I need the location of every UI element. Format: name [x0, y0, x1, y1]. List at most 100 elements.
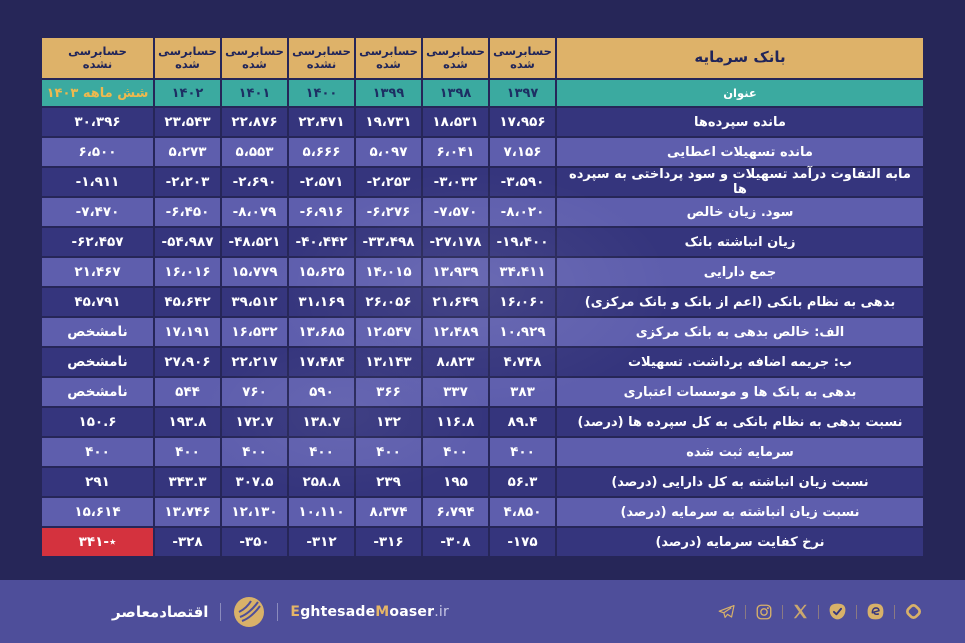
audit-line: نشده — [82, 57, 113, 71]
url-segment: .ir — [434, 603, 449, 620]
row-label: زیان انباشته بانک — [557, 228, 923, 256]
value-cell: -۱۹،۴۰۰ — [490, 228, 555, 256]
value-cell: ۳۶۶ — [356, 378, 421, 406]
audit-status-cell: حسابرسی شده — [423, 38, 488, 78]
value-cell: ۵۴۴ — [155, 378, 220, 406]
financial-table: بانک سرمایه حسابرسی شده حسابرسی شده حسابرسی شد… — [42, 38, 923, 556]
value-cell: ۵،۲۷۳ — [155, 138, 220, 166]
divider — [782, 604, 783, 619]
value-cell: -۲،۲۵۳ — [356, 168, 421, 196]
url-segment: M — [375, 603, 390, 620]
row-label: نسبت زیان انباشته به سرمایه (درصد) — [557, 498, 923, 526]
audit-line: حسابرسی — [292, 43, 351, 58]
value-cell: ۱۳،۶۸۵ — [289, 318, 354, 346]
value-cell: ۱۵،۶۱۴ — [42, 498, 153, 526]
bale-icon[interactable] — [828, 602, 847, 621]
url-segment: oaser — [389, 603, 435, 620]
value-cell: نامشخص — [42, 348, 153, 376]
value-cell: ۲۹۱ — [42, 468, 153, 496]
value-cell: ۵۹۰ — [289, 378, 354, 406]
audit-status-cell: حسابرسی شده — [356, 38, 421, 78]
value-cell: ۱۳،۹۳۹ — [423, 258, 488, 286]
value-cell: -۵۴،۹۸۷ — [155, 228, 220, 256]
value-cell: -۷،۴۷۰ — [42, 198, 153, 226]
telegram-icon[interactable] — [717, 602, 736, 621]
value-cell: ۱۷،۱۹۱ — [155, 318, 220, 346]
value-cell: -۳۲۸ — [155, 528, 220, 556]
footer-bar: اقتصادمعاصر EghtesadeMoaser.ir — [0, 580, 965, 643]
value-cell: ۳۴،۴۱۱ — [490, 258, 555, 286]
row-label: بدهی به نظام بانکی (اعم از بانک و بانک م… — [557, 288, 923, 316]
social-icons — [717, 602, 923, 621]
audit-status-cell: حسابرسی شده — [490, 38, 555, 78]
value-cell: ۵،۵۵۳ — [222, 138, 287, 166]
value-cell: ۳۰۷.۵ — [222, 468, 287, 496]
value-cell: ۱۳،۱۴۳ — [356, 348, 421, 376]
brand-header-cell: بانک سرمایه — [557, 38, 923, 78]
value-cell: ۱۲،۴۸۹ — [423, 318, 488, 346]
value-cell: ۳۴۳.۳ — [155, 468, 220, 496]
audit-line: حسابرسی — [158, 43, 217, 58]
value-cell: ۲۲،۲۱۷ — [222, 348, 287, 376]
value-cell: ۱۲،۵۴۷ — [356, 318, 421, 346]
value-cell: -۲،۲۰۳ — [155, 168, 220, 196]
year-cell: ۱۳۹۹ — [356, 80, 421, 106]
value-cell: -۶۲،۴۵۷ — [42, 228, 153, 256]
value-cell: ٭-۳۴۱ — [42, 528, 153, 556]
value-cell: ۱۳۸.۷ — [289, 408, 354, 436]
value-cell: -۳،۰۳۲ — [423, 168, 488, 196]
value-cell: ۱۱۶.۸ — [423, 408, 488, 436]
value-cell: -۳۰۸ — [423, 528, 488, 556]
value-cell: -۴۸،۵۲۱ — [222, 228, 287, 256]
value-cell: ۳۹،۵۱۲ — [222, 288, 287, 316]
audit-line: نشده — [306, 57, 337, 71]
row-label: نسبت بدهی به نظام بانکی به کل سپرده ها (… — [557, 408, 923, 436]
value-cell: ۱۳،۷۴۶ — [155, 498, 220, 526]
value-cell: ۳۸۳ — [490, 378, 555, 406]
value-cell: ۲۲،۸۷۶ — [222, 108, 287, 136]
website-url[interactable]: EghtesadeMoaser.ir — [290, 604, 449, 620]
value-cell: ۵۶.۳ — [490, 468, 555, 496]
value-cell: ۲۱،۴۶۷ — [42, 258, 153, 286]
value-cell: ۱۹۵ — [423, 468, 488, 496]
divider — [818, 604, 819, 619]
value-cell: -۳۳،۴۹۸ — [356, 228, 421, 256]
value-cell: نامشخص — [42, 378, 153, 406]
year-cell: ۱۴۰۱ — [222, 80, 287, 106]
value-cell: -۲۷،۱۷۸ — [423, 228, 488, 256]
value-cell: -۶،۴۵۰ — [155, 198, 220, 226]
eitaa-icon[interactable] — [866, 602, 885, 621]
value-cell: ۴۰۰ — [42, 438, 153, 466]
x-twitter-icon[interactable] — [792, 603, 809, 620]
audit-line: حسابرسی — [426, 43, 485, 58]
value-cell: ۸،۳۷۴ — [356, 498, 421, 526]
title-header-cell: عنوان — [557, 80, 923, 106]
value-cell: ۶،۰۴۱ — [423, 138, 488, 166]
instagram-icon[interactable] — [755, 603, 773, 621]
divider — [220, 602, 222, 621]
value-cell: -۳۱۲ — [289, 528, 354, 556]
value-cell: ۳۳۷ — [423, 378, 488, 406]
row-label: سود. زیان خالص — [557, 198, 923, 226]
value-cell: ۴۰۰ — [155, 438, 220, 466]
value-cell: -۶،۲۷۶ — [356, 198, 421, 226]
row-label: نرخ کفایت سرمایه (درصد) — [557, 528, 923, 556]
audit-line: شده — [443, 57, 468, 71]
value-cell: ۸۹.۴ — [490, 408, 555, 436]
value-cell: ۲۲،۴۷۱ — [289, 108, 354, 136]
value-cell: ۲۵۸.۸ — [289, 468, 354, 496]
audit-status-cell: حسابرسی شده — [155, 38, 220, 78]
value-cell: -۳،۵۹۰ — [490, 168, 555, 196]
rubika-icon[interactable] — [904, 602, 923, 621]
row-label: جمع دارایی — [557, 258, 923, 286]
audit-line: شده — [242, 57, 267, 71]
row-label: ب: جریمه اضافه برداشت. تسهیلات — [557, 348, 923, 376]
value-cell: ۱۲،۱۳۰ — [222, 498, 287, 526]
year-cell: شش ماهه ۱۴۰۳ — [42, 80, 153, 106]
divider — [277, 602, 279, 621]
value-cell: ۲۷،۹۰۶ — [155, 348, 220, 376]
year-cell: ۱۴۰۰ — [289, 80, 354, 106]
brand-name-fa: اقتصادمعاصر — [112, 602, 209, 621]
row-label: الف: خالص بدهی به بانک مرکزی — [557, 318, 923, 346]
